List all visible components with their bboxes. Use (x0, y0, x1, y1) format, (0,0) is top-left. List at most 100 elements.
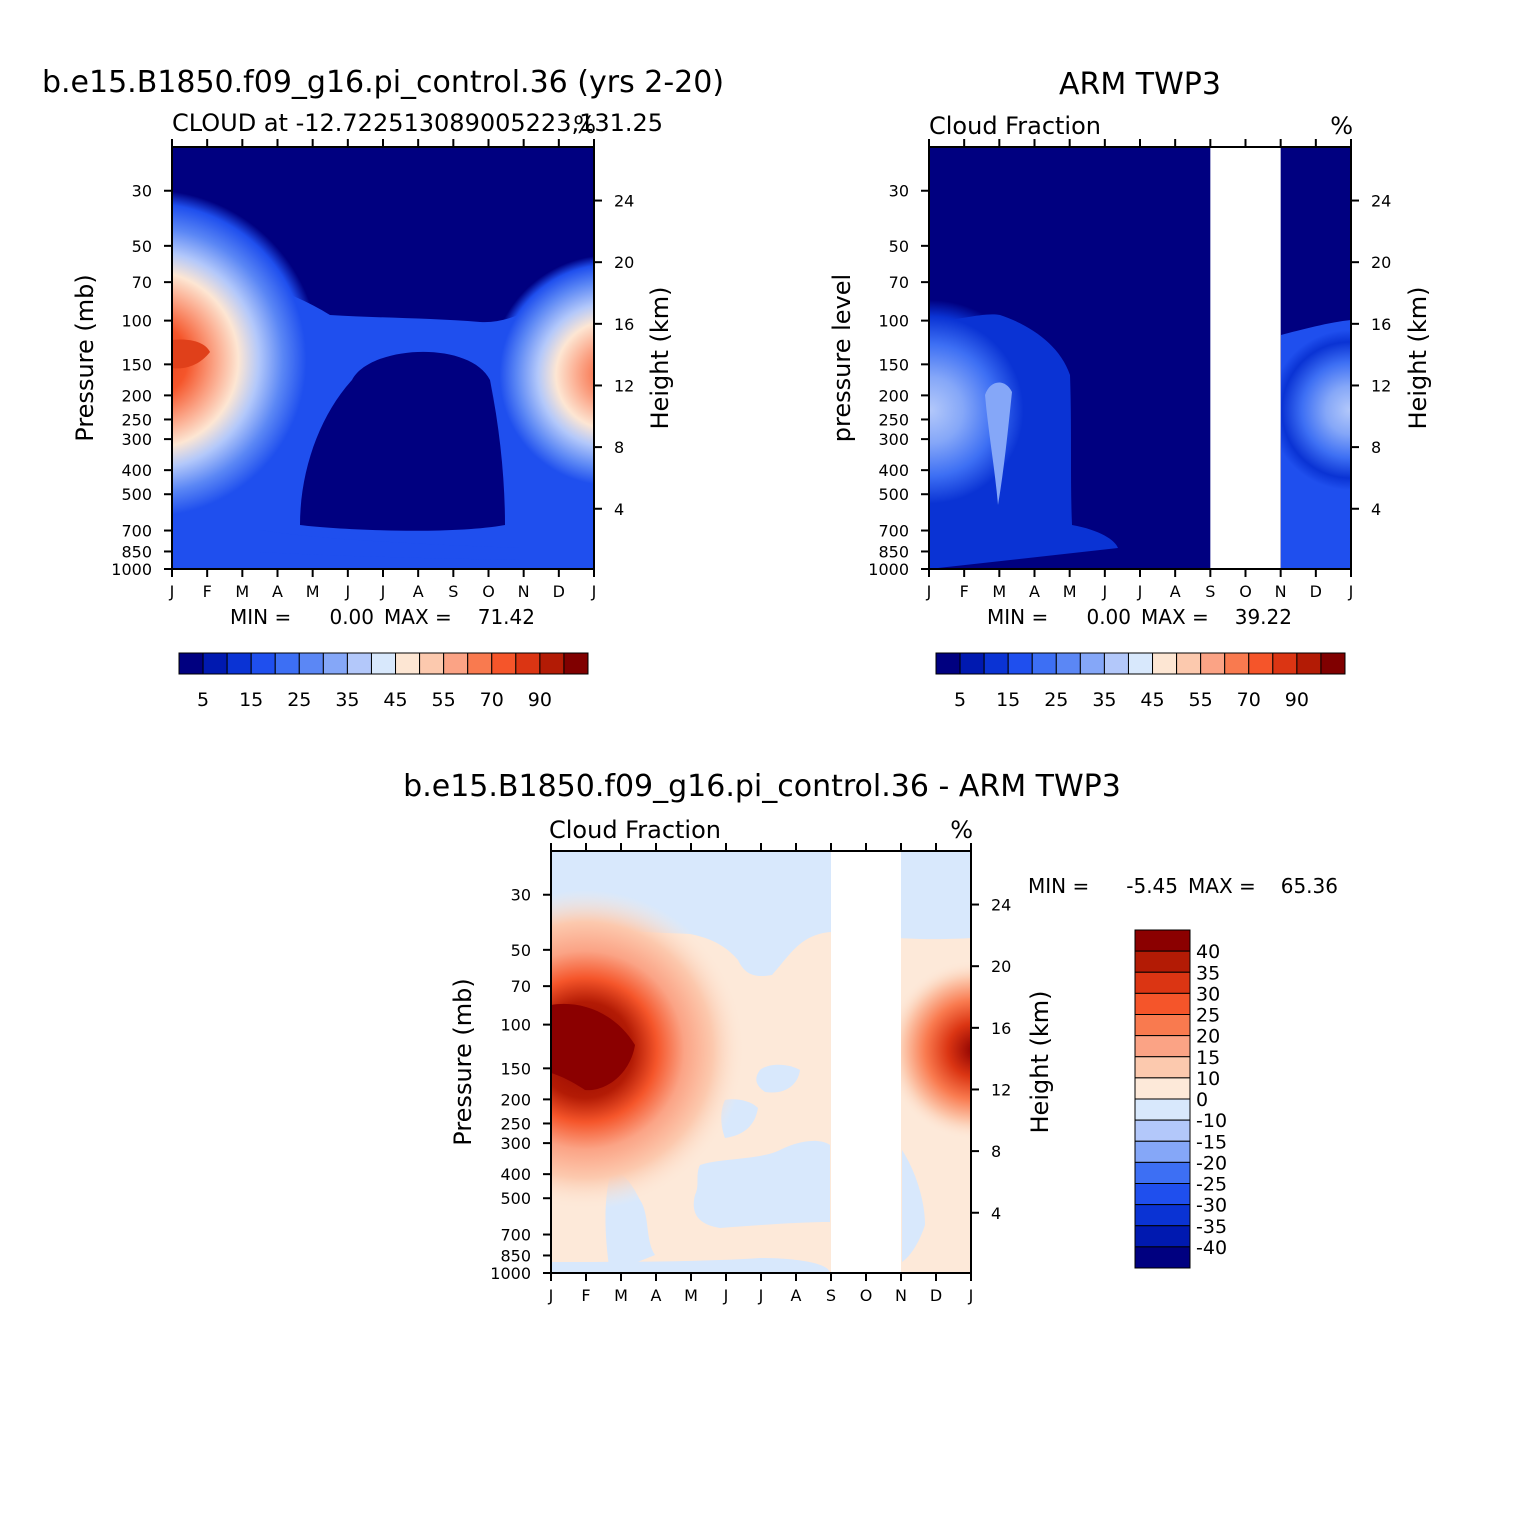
x-tick-label: A (1170, 582, 1181, 601)
colorbar-swatch (1079, 652, 1105, 675)
colorbar-label: 35 (1092, 689, 1116, 711)
height-tick-label: 8 (614, 438, 624, 457)
x-tick-label: M (992, 582, 1006, 601)
obs-missing-data (1210, 147, 1281, 569)
colorbar-label: 25 (287, 689, 311, 711)
colorbar-label: 35 (335, 689, 359, 711)
colorbar-swatch (250, 652, 276, 675)
y-tick-label: 150 (878, 355, 909, 374)
colorbar-swatch (1007, 652, 1033, 675)
height-tick-label: 16 (1371, 315, 1391, 334)
colorbar-swatch (395, 652, 421, 675)
colorbar-swatch (298, 652, 324, 675)
x-tick-label: J (723, 1286, 729, 1305)
height-tick-label: 16 (614, 315, 634, 334)
diff-max-label: MAX = (1188, 874, 1256, 898)
diff-max-core (551, 1003, 635, 1091)
y-tick-label: 70 (889, 273, 909, 292)
colorbar-label: -35 (1196, 1216, 1227, 1238)
x-tick-label: A (651, 1286, 662, 1305)
x-tick-label: J (758, 1286, 764, 1305)
y-tick-label: 70 (132, 273, 152, 292)
x-tick-label: M (235, 582, 249, 601)
y-tick-label: 200 (121, 386, 152, 405)
model-max-label: MAX = (384, 605, 452, 629)
colorbar-swatch (1134, 971, 1191, 994)
y-tick-label: 500 (121, 485, 152, 504)
y-tick-label: 850 (500, 1246, 531, 1265)
model-colorbar: 5 15 25 35 45 55 70 90 (178, 652, 589, 711)
x-tick-label: F (203, 582, 212, 601)
colorbar-label: 15 (239, 689, 263, 711)
x-tick-label: M (1063, 582, 1077, 601)
colorbar-swatch (1127, 652, 1154, 675)
y-tick-label: 50 (132, 237, 152, 256)
x-tick-label: J (926, 582, 932, 601)
colorbar-swatch (322, 652, 348, 675)
x-tick-label: O (860, 1286, 873, 1305)
colorbar-swatch (1224, 652, 1250, 675)
colorbar-label: -15 (1196, 1131, 1227, 1153)
x-tick-label: D (930, 1286, 942, 1305)
obs-ylabel: pressure level (828, 274, 856, 442)
x-tick-label: M (306, 582, 320, 601)
y-tick-label: 50 (889, 237, 909, 256)
colorbar-swatch (935, 652, 961, 675)
obs-subtitle: Cloud Fraction (929, 112, 1101, 140)
x-tick-label: M (684, 1286, 698, 1305)
colorbar-swatch (419, 652, 445, 675)
height-tick-label: 20 (1371, 253, 1391, 272)
model-subtitle: CLOUD at -12.722513089005223,131.25 (172, 109, 663, 137)
colorbar-label: 25 (1196, 1005, 1220, 1027)
colorbar-swatch (1134, 992, 1191, 1015)
model-core-jan (172, 339, 210, 369)
colorbar-swatch (1176, 652, 1202, 675)
colorbar-label: 55 (432, 689, 456, 711)
x-tick-label: F (960, 582, 969, 601)
colorbar-label: 40 (1196, 941, 1220, 963)
y-tick-label: 100 (500, 1016, 531, 1035)
x-tick-label: A (791, 1286, 802, 1305)
colorbar-label: 45 (1140, 689, 1164, 711)
colorbar-label: 55 (1189, 689, 1213, 711)
height-tick-label: 16 (991, 1019, 1011, 1038)
obs-ylabel-right: Height (km) (1404, 287, 1432, 430)
diff-ylabel-right: Height (km) (1026, 991, 1054, 1134)
model-high-cloud-dec (172, 147, 594, 569)
x-tick-label: D (1310, 582, 1322, 601)
x-tick-label: J (968, 1286, 974, 1305)
obs-high-cloud-dec (929, 147, 1351, 569)
diff-units: % (950, 816, 973, 844)
y-tick-label: 70 (511, 977, 531, 996)
height-tick-label: 4 (1371, 500, 1381, 519)
colorbar-swatch (1134, 1183, 1191, 1206)
x-tick-label: F (581, 1286, 590, 1305)
colorbar-swatch (563, 652, 589, 675)
colorbar-swatch (1320, 652, 1346, 675)
colorbar-label: 10 (1196, 1068, 1220, 1090)
colorbar-label: 5 (197, 689, 209, 711)
obs-min-value: 0.00 (1086, 605, 1131, 629)
colorbar-label: 70 (480, 689, 504, 711)
y-tick-label: 250 (500, 1114, 531, 1133)
colorbar-label: -10 (1196, 1110, 1227, 1132)
colorbar-swatch (467, 652, 493, 675)
y-tick-label: 100 (121, 312, 152, 331)
x-tick-label: N (1275, 582, 1287, 601)
y-tick-label: 700 (121, 522, 152, 541)
x-tick-label: A (272, 582, 283, 601)
colorbar-swatch (1248, 652, 1274, 675)
colorbar-swatch (1134, 929, 1191, 952)
y-tick-label: 400 (500, 1165, 531, 1184)
y-tick-label: 850 (121, 542, 152, 561)
colorbar-swatch (1296, 652, 1322, 675)
colorbar-label: 15 (1196, 1047, 1220, 1069)
y-tick-label: 250 (121, 410, 152, 429)
height-tick-label: 8 (1371, 438, 1381, 457)
colorbar-swatch (346, 652, 372, 675)
obs-colorbar: 5 15 25 35 45 55 70 90 (935, 652, 1346, 711)
y-tick-label: 400 (878, 461, 909, 480)
x-tick-label: J (380, 582, 386, 601)
model-min-label: MIN = (230, 605, 291, 629)
